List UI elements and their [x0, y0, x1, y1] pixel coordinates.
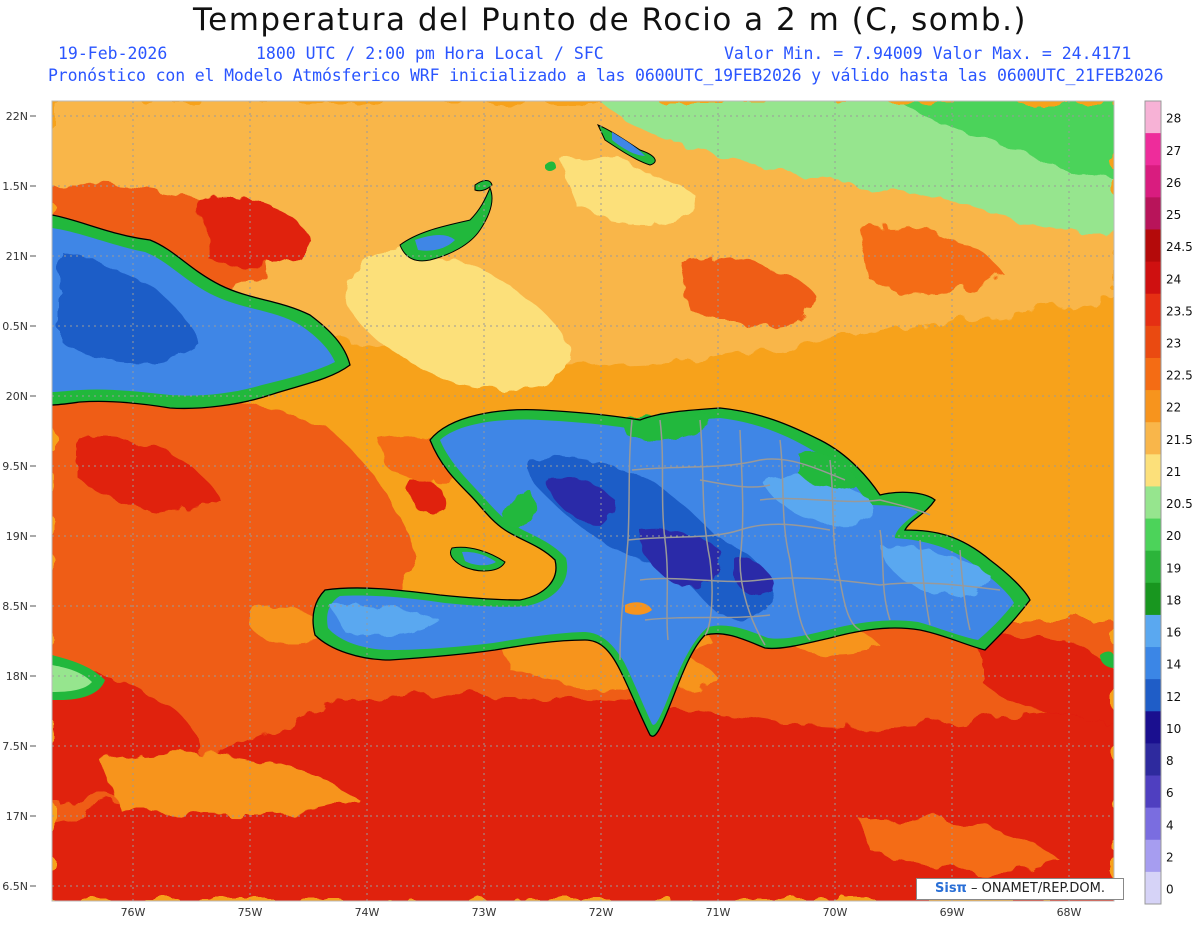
province-boundaries	[619, 419, 1001, 661]
colorbar-label: 24	[1166, 272, 1181, 286]
colorbar-swatch	[1145, 550, 1161, 584]
colorbar-label: 26	[1166, 176, 1181, 190]
puerto-rico-edge	[1100, 651, 1114, 668]
lon-label: 69W	[940, 906, 965, 919]
value-min-max: Valor Min. = 7.94009 Valor Max. = 24.417…	[724, 44, 1132, 63]
lon-label: 75W	[238, 906, 263, 919]
model-info: Pronóstico con el Modelo Atmósferico WRF…	[48, 66, 1164, 85]
lat-label: 0.5N	[2, 320, 28, 333]
cuba-landmass	[52, 214, 351, 410]
lat-label: 21N	[6, 250, 28, 263]
colorbar-label: 19	[1166, 561, 1181, 575]
lat-label: 22N	[6, 110, 28, 123]
colorbar-swatch	[1145, 711, 1161, 744]
map-title: Temperatura del Punto de Rocio a 2 m (C,…	[192, 2, 1028, 38]
graticule	[52, 101, 1114, 901]
colorbar-swatch	[1145, 261, 1161, 295]
lon-label: 71W	[706, 906, 731, 919]
colorbar-label: 27	[1166, 144, 1181, 158]
lat-label: 17N	[6, 810, 28, 823]
colorbar-swatch	[1145, 165, 1161, 198]
credit-box: Sisπ – ONAMET/REP.DOM.	[916, 878, 1124, 900]
colorbar-label: 14	[1166, 658, 1181, 672]
bahamas-islands	[399, 124, 656, 262]
colorbar-label: 25	[1166, 208, 1181, 222]
ocean-temperature-field	[52, 101, 1114, 901]
colorbar-swatch	[1145, 325, 1161, 359]
latitude-axis: 22N 1.5N 21N 0.5N 20N 9.5N 19N 8.5N 18N …	[2, 110, 36, 893]
lat-label: 9.5N	[2, 460, 28, 473]
map-plot-area	[52, 101, 1114, 901]
credit-text: – ONAMET/REP.DOM.	[966, 881, 1105, 896]
colorbar-label: 18	[1166, 593, 1181, 607]
colorbar-label: 28	[1166, 112, 1181, 126]
lon-label: 74W	[355, 906, 380, 919]
colorbar-swatch	[1145, 807, 1161, 841]
jamaica-landmass	[52, 655, 105, 700]
colorbar-swatch	[1145, 133, 1161, 166]
sispi-logo: Sisπ	[935, 881, 967, 896]
lon-label: 76W	[121, 906, 146, 919]
lat-label: 8.5N	[2, 600, 28, 613]
lat-label: 20N	[6, 390, 28, 403]
colorbar-swatch	[1145, 518, 1161, 552]
colorbar-label: 22.5	[1166, 369, 1193, 383]
colorbar-swatch	[1145, 422, 1161, 455]
colorbar-label: 2	[1166, 850, 1174, 864]
lat-label: 19N	[6, 530, 28, 543]
colorbar-label: 23	[1166, 337, 1181, 351]
forecast-time: 1800 UTC / 2:00 pm Hora Local / SFC	[256, 44, 604, 63]
colorbar-label: 24.5	[1166, 240, 1193, 254]
colorbar-label: 4	[1166, 818, 1174, 832]
colorbar-label: 20.5	[1166, 497, 1193, 511]
colorbar-swatch	[1145, 390, 1161, 423]
colorbar-swatch	[1145, 679, 1161, 712]
colorbar-label: 0	[1166, 883, 1174, 897]
colorbar-swatch	[1145, 647, 1161, 680]
colorbar-swatch	[1145, 197, 1161, 230]
colorbar-swatch	[1145, 743, 1161, 777]
colorbar-label: 23.5	[1166, 304, 1193, 318]
colorbar-swatch	[1145, 454, 1161, 487]
lon-label: 68W	[1057, 906, 1082, 919]
lat-label: 1.5N	[2, 180, 28, 193]
lon-label: 70W	[823, 906, 848, 919]
colorbar-label: 21.5	[1166, 433, 1193, 447]
forecast-date: 19-Feb-2026	[58, 44, 168, 63]
colorbar-swatch	[1145, 775, 1161, 809]
colorbar-label: 10	[1166, 722, 1181, 736]
colorbar-frame	[1144, 100, 1162, 905]
lat-label: 7.5N	[2, 740, 28, 753]
colorbar-legend: 2827262524.52423.52322.52221.52120.52019…	[1144, 100, 1193, 905]
map-frame	[51, 100, 1115, 902]
lat-label: 6.5N	[2, 880, 28, 893]
colorbar-swatch	[1145, 614, 1161, 648]
colorbar-swatch	[1145, 293, 1161, 327]
colorbar-swatch	[1145, 101, 1161, 134]
colorbar-label: 6	[1166, 786, 1174, 800]
colorbar-swatch	[1145, 357, 1161, 391]
colorbar-label: 20	[1166, 529, 1181, 543]
lon-label: 72W	[589, 906, 614, 919]
lat-label: 18N	[6, 670, 28, 683]
colorbar-swatch	[1145, 839, 1161, 873]
colorbar-label: 16	[1166, 626, 1181, 640]
colorbar-swatch	[1145, 229, 1161, 263]
colorbar-label: 21	[1166, 465, 1181, 479]
longitude-axis: 76W 75W 74W 73W 72W 71W 70W 69W 68W	[121, 906, 1082, 919]
colorbar-label: 22	[1166, 401, 1181, 415]
colorbar-swatch	[1145, 582, 1161, 616]
colorbar-label: 8	[1166, 754, 1174, 768]
colorbar-swatch	[1145, 486, 1161, 520]
hispaniola-landmass	[312, 407, 1031, 737]
colorbar-swatch	[1145, 871, 1161, 905]
lon-label: 73W	[472, 906, 497, 919]
colorbar-label: 12	[1166, 690, 1181, 704]
